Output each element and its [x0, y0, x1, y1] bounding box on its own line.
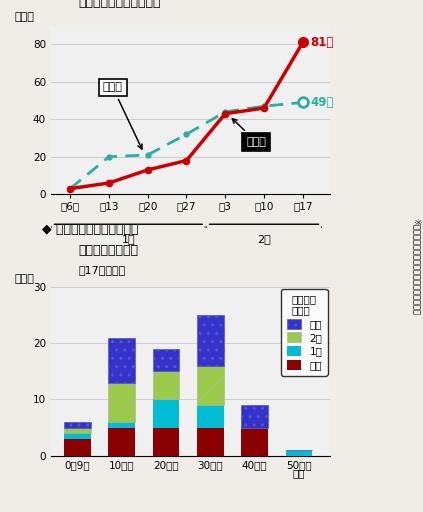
Bar: [197, 428, 224, 456]
Bar: [64, 422, 91, 428]
Bar: [64, 433, 91, 439]
Bar: [197, 366, 224, 405]
Bar: [108, 422, 135, 428]
Bar: [197, 315, 224, 366]
Bar: [241, 405, 268, 428]
Bar: [197, 405, 224, 428]
Text: ◆ 今年の大阪府の年齢層別: ◆ 今年の大阪府の年齢層別: [42, 223, 139, 237]
Bar: [108, 337, 135, 382]
Bar: [153, 349, 179, 371]
Text: 三重県: 三重県: [103, 82, 142, 149]
Bar: [286, 450, 312, 456]
Bar: [153, 399, 179, 428]
Bar: [241, 428, 268, 456]
Bar: [108, 382, 135, 422]
Bar: [64, 428, 91, 433]
Bar: [153, 428, 179, 456]
Text: （17日現在）: （17日現在）: [79, 265, 126, 275]
Text: 1月: 1月: [121, 233, 135, 244]
Text: 81人: 81人: [310, 36, 334, 49]
Bar: [153, 371, 179, 399]
Text: 大阪府: 大阪府: [232, 119, 266, 147]
Text: はしか累積患者数: はしか累積患者数: [79, 244, 139, 257]
Text: 2月: 2月: [257, 233, 271, 244]
Text: （人）: （人）: [14, 273, 34, 284]
Bar: [64, 439, 91, 456]
Text: （人）: （人）: [14, 12, 34, 22]
Bar: [108, 428, 135, 456]
Text: はしか累積患者数の推移: はしか累積患者数の推移: [79, 0, 161, 9]
Text: ※いずれも速報値。大阪府などの資料より: ※いずれも速報値。大阪府などの資料より: [412, 218, 421, 315]
Text: 49人: 49人: [310, 96, 334, 109]
Legend: 不明, 2回, 1回, なし: 不明, 2回, 1回, なし: [281, 289, 327, 375]
